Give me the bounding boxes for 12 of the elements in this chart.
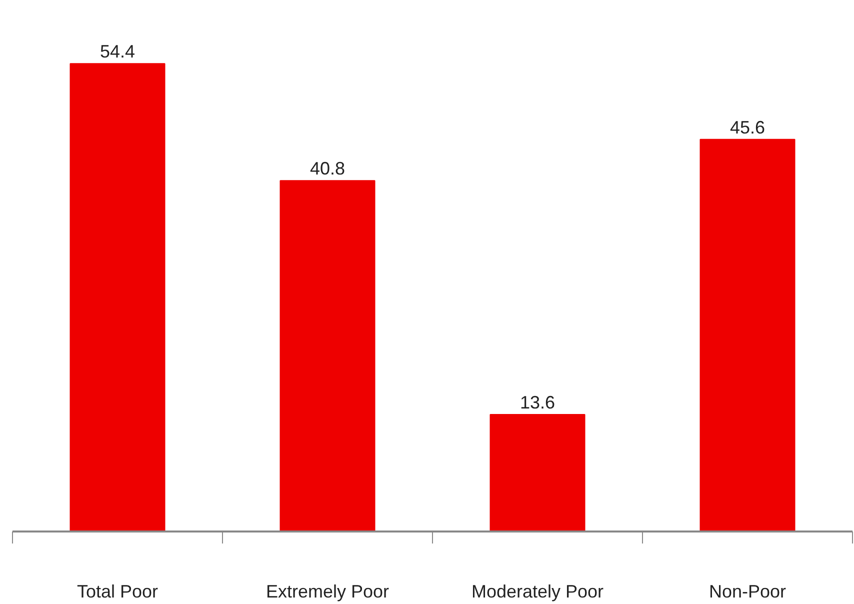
x-tick-label: Total Poor xyxy=(76,582,158,602)
bar xyxy=(280,180,376,532)
bar xyxy=(70,63,166,532)
data-label: 40.8 xyxy=(310,158,346,179)
data-label: 54.4 xyxy=(100,42,136,62)
x-tick-label: Moderately Poor xyxy=(471,582,604,602)
data-label: 45.6 xyxy=(730,117,766,138)
bar xyxy=(700,138,796,532)
bar xyxy=(490,414,586,532)
x-tick-label: Extremely Poor xyxy=(266,582,390,602)
data-label: 13.6 xyxy=(520,392,556,413)
x-tick-label: Non-Poor xyxy=(708,582,786,602)
